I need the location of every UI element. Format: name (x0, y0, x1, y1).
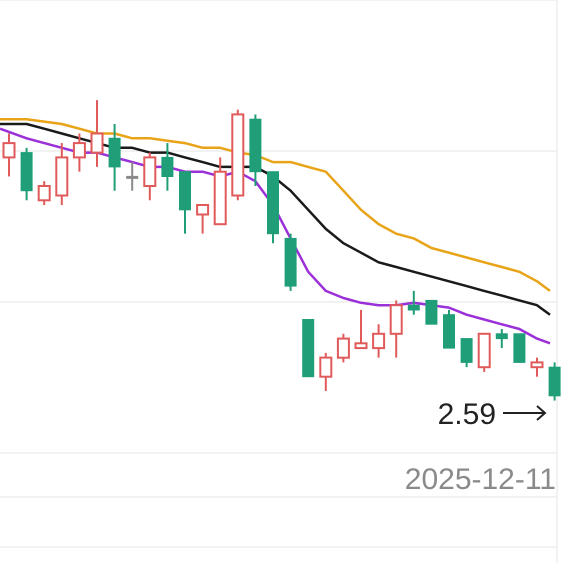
candle-body (231, 113, 245, 197)
candle-body (267, 171, 279, 235)
candle (20, 147, 33, 201)
candle (284, 233, 297, 291)
labels: 2.59 2025-12-11 (405, 398, 556, 496)
candle (460, 338, 473, 368)
candle (126, 162, 139, 191)
candle-body (72, 142, 86, 159)
candle (90, 100, 104, 167)
candle-body (108, 137, 121, 168)
min-price-arrowhead (536, 405, 547, 421)
candle (161, 143, 174, 191)
candle (37, 181, 51, 206)
candle (477, 332, 491, 372)
candle (179, 171, 191, 234)
candle-body (548, 366, 561, 397)
candle-body (530, 361, 544, 369)
candle-body (249, 118, 262, 173)
min-price-label: 2.59 (438, 398, 496, 431)
candle-body (196, 204, 210, 216)
grid-layer (0, 0, 558, 563)
candle-body (20, 152, 33, 192)
candle-body (460, 338, 473, 363)
candle-body (284, 237, 297, 287)
candle (302, 319, 315, 378)
candle (425, 299, 438, 325)
candle-body (319, 356, 333, 378)
candle (407, 290, 420, 315)
candle-body (495, 333, 508, 340)
candle-body (126, 175, 139, 179)
candles (2, 100, 561, 401)
candle-body (302, 319, 315, 378)
candle-body (513, 333, 526, 363)
candle (249, 114, 262, 186)
candle-body (37, 185, 51, 202)
candle (354, 309, 368, 350)
candle (267, 171, 279, 244)
candle-body (90, 132, 104, 154)
candle (143, 152, 157, 201)
candle-body (425, 299, 438, 325)
candle (231, 109, 245, 201)
candle (213, 157, 227, 226)
candle-body (443, 314, 455, 349)
candle (495, 329, 508, 349)
candle (548, 362, 561, 401)
candle-body (213, 170, 227, 226)
candle (108, 123, 121, 191)
candle (2, 133, 16, 177)
candle (372, 324, 386, 358)
candle (55, 143, 69, 206)
candle (389, 300, 403, 358)
candle-body (161, 156, 174, 177)
candle-body (389, 304, 403, 335)
candle (319, 352, 333, 392)
candle-body (55, 156, 69, 197)
candle-body (179, 171, 191, 211)
candle (336, 333, 350, 363)
candle-body (407, 304, 420, 311)
candle-body (2, 142, 16, 159)
date-axis-label: 2025-12-11 (405, 463, 556, 496)
candle (513, 333, 526, 363)
candle-body (477, 332, 491, 369)
candle-body (143, 156, 157, 187)
candle-body (354, 342, 368, 350)
candle-body (372, 332, 386, 350)
candle (196, 204, 210, 234)
candle-body (336, 337, 350, 359)
candle (530, 357, 544, 377)
candle (72, 133, 86, 172)
candle (443, 309, 455, 349)
